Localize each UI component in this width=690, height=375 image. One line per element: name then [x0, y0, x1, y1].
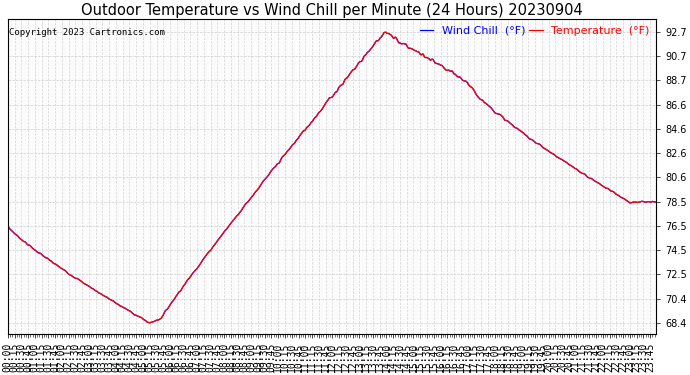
Legend: Wind Chill  (°F), Temperature  (°F): Wind Chill (°F), Temperature (°F): [419, 24, 651, 37]
Temperature  (°F): [3, 224, 12, 228]
Temperature  (°F): [652, 200, 660, 205]
Temperature  (°F): [221, 228, 229, 233]
Line: Wind Chill  (°F): Wind Chill (°F): [8, 32, 656, 323]
Wind Chill  (°F): [382, 30, 390, 34]
Temperature  (°F): [519, 130, 527, 135]
Wind Chill  (°F): [132, 313, 140, 318]
Wind Chill  (°F): [434, 62, 442, 66]
Wind Chill  (°F): [221, 228, 229, 233]
Temperature  (°F): [382, 30, 390, 34]
Temperature  (°F): [434, 62, 442, 66]
Wind Chill  (°F): [652, 200, 660, 205]
Wind Chill  (°F): [3, 224, 12, 228]
Wind Chill  (°F): [576, 170, 584, 174]
Temperature  (°F): [146, 321, 154, 325]
Temperature  (°F): [132, 313, 140, 318]
Temperature  (°F): [576, 170, 584, 174]
Wind Chill  (°F): [519, 130, 527, 135]
Title: Outdoor Temperature vs Wind Chill per Minute (24 Hours) 20230904: Outdoor Temperature vs Wind Chill per Mi…: [81, 3, 583, 18]
Wind Chill  (°F): [146, 321, 154, 325]
Temperature  (°F): [148, 320, 157, 324]
Text: Copyright 2023 Cartronics.com: Copyright 2023 Cartronics.com: [9, 28, 165, 38]
Line: Temperature  (°F): Temperature (°F): [8, 32, 656, 323]
Wind Chill  (°F): [148, 320, 157, 324]
